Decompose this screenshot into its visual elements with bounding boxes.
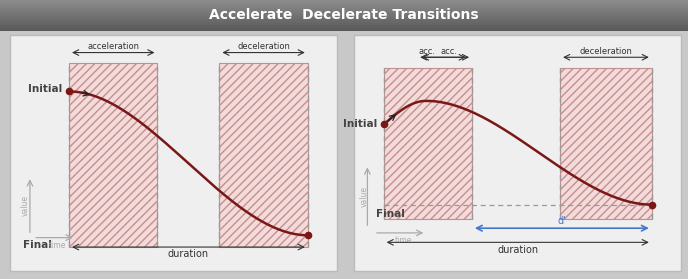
Text: Initial: Initial	[343, 119, 377, 129]
Text: Initial: Initial	[28, 84, 63, 94]
Text: time: time	[395, 236, 412, 246]
Text: duration: duration	[168, 249, 209, 259]
Text: Accelerate  Decelerate Transitions: Accelerate Decelerate Transitions	[209, 8, 479, 22]
Text: d': d'	[557, 216, 566, 226]
Text: Final: Final	[376, 209, 405, 219]
Text: value: value	[21, 195, 30, 216]
Text: deceleration: deceleration	[237, 42, 290, 51]
Text: deceleration: deceleration	[579, 47, 632, 56]
Text: duration: duration	[497, 245, 538, 255]
Bar	[69, 63, 158, 247]
Bar	[219, 63, 308, 247]
Text: acc.: acc.	[418, 47, 436, 56]
Text: value: value	[360, 186, 369, 207]
Bar	[384, 68, 472, 219]
Text: acc.: acc.	[440, 47, 458, 56]
Text: Final: Final	[23, 240, 52, 250]
Text: time: time	[49, 241, 67, 250]
Text: acceleration: acceleration	[87, 42, 139, 51]
Bar	[560, 68, 652, 219]
